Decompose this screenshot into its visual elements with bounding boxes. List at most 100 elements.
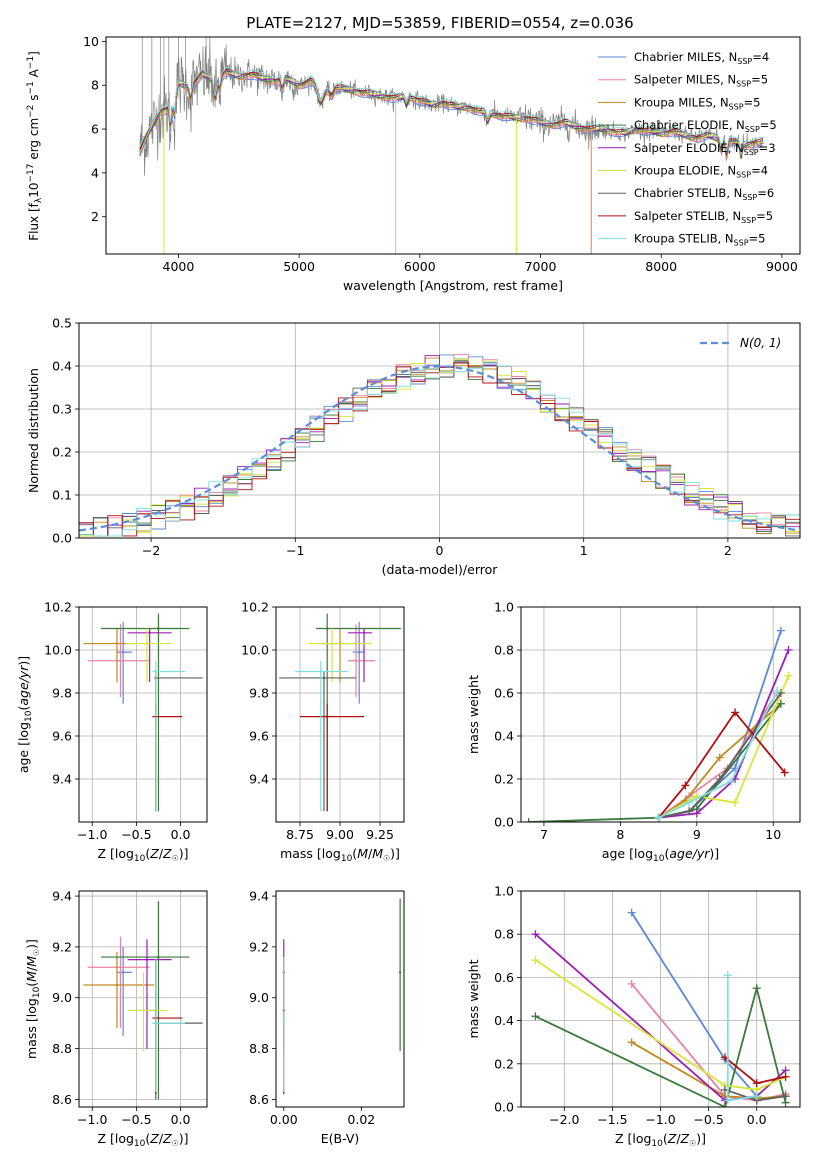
age_vs_Z-axes: −1.0 −0.5 0.0 9.4 9.6 9.8 10.0 10.2 Z [log10(Z/Z… <box>16 600 208 864</box>
age_vs_mass-point <box>358 650 361 654</box>
mass_vs_EBV-xtick-label: 0.00 <box>270 1112 298 1127</box>
massweight_vs_Z-ytick-label: 0.4 <box>494 1013 514 1028</box>
residuals-xtick-label: 0 <box>436 543 444 558</box>
massweight_vs_age-xtick-label: 9 <box>693 827 701 842</box>
legend-label: Salpeter STELIB, NSSP=5 <box>634 209 773 225</box>
age_vs_mass-ytick-label: 9.8 <box>249 686 269 701</box>
mass_vs_EBV-xtick-label: 0.02 <box>347 1112 375 1127</box>
mass_vs_EBV-ytick-label: 9.4 <box>249 889 269 904</box>
massweight_vs_age-ylabel: mass weight <box>466 675 481 754</box>
massweight_vs_age-series-marker <box>727 777 736 786</box>
massweight_vs_Z-ytick-label: 0.8 <box>494 927 514 942</box>
massweight_vs_age-series-marker <box>715 753 724 762</box>
massweight_vs_age-axes: 7 8 9 10 0.0 0.2 0.4 0.6 0.8 1.0 age [log10(age/yr… <box>466 600 801 864</box>
residuals-ytick-label: 0.5 <box>52 316 72 331</box>
spectrum-xtick-label: 9000 <box>766 259 798 274</box>
spectrum-plot-area <box>139 37 764 254</box>
massweight_vs_age-series-marker <box>784 646 793 654</box>
massweight_vs_age-ytick-label: 1.0 <box>494 600 514 615</box>
massweight_vs_age-series-marker <box>685 807 694 816</box>
age_vs_mass-point <box>330 642 334 645</box>
spectrum-xlabel: wavelength [Angstrom, rest frame] <box>343 278 563 293</box>
mass_vs_Z-ytick-label: 8.8 <box>52 1041 72 1056</box>
legend-label: Kroupa STELIB, NSSP=5 <box>634 232 765 248</box>
age_vs_mass-ytick-label: 9.6 <box>249 729 269 744</box>
age_vs_Z-ylabel: age [log10(age/yr)] <box>16 656 34 773</box>
mass_vs_Z-point <box>157 955 160 959</box>
age_vs_mass-point <box>362 631 366 634</box>
mass_vs_Z-axes: −1.0 −0.5 0.0 8.6 8.8 9.0 9.2 9.4 Z [log10(Z/Z☉)… <box>24 889 208 1149</box>
residuals-xtick-label: 1 <box>580 543 588 558</box>
massweight_vs_Z-xtick-label: 0.0 <box>747 1112 767 1127</box>
spectrum-legend: Chabrier MILES, NSSP=4 Salpeter MILES, NS… <box>598 50 777 248</box>
residual-histogram <box>79 363 800 537</box>
massweight_vs_age-series-marker <box>784 671 793 680</box>
residuals-ytick-label: 0.4 <box>52 359 72 374</box>
massweight_vs_Z-ytick-label: 1.0 <box>494 884 514 899</box>
massweight_vs_Z-series-line <box>534 959 786 1091</box>
residuals-ytick-label: 0.1 <box>52 488 72 503</box>
massweight_vs_Z-series-marker <box>781 1092 790 1101</box>
age_vs_Z-xtick-label: −0.5 <box>121 827 151 842</box>
massweight_vs_Z-xtick-label: −1.0 <box>645 1112 675 1127</box>
axes-frame <box>105 36 801 255</box>
mass_vs_EBV-xlabel: E(B-V) <box>321 1131 360 1146</box>
massweight_vs_age-series-marker <box>524 818 533 822</box>
residuals-xtick-label: −2 <box>142 543 160 558</box>
massweight_vs_age-series-marker <box>715 775 724 783</box>
spectrum-xtick-label: 8000 <box>645 259 677 274</box>
massweight_vs_Z-series-marker <box>752 1079 761 1088</box>
massweight_vs_age-series-marker <box>776 699 785 708</box>
age_vs_mass-ytick-label: 9.4 <box>249 772 269 787</box>
massweight_vs_Z-series-marker <box>627 979 636 988</box>
legend-label: Kroupa ELODIE, NSSP=4 <box>634 164 768 180</box>
spectrum-axes: 4000 5000 6000 7000 8000 9000 2 4 6 8 10 wavelength… <box>83 34 801 293</box>
mass_vs_Z-ylabel: mass [log10(M/M☉)] <box>24 939 42 1059</box>
residual-histogram <box>79 355 800 537</box>
massweight_vs_Z-series-marker <box>752 984 761 993</box>
legend-label: Kroupa MILES, NSSP=5 <box>634 95 760 111</box>
massweight_vs_age-xlabel: age [log10(age/yr)] <box>602 846 719 864</box>
axes-frame <box>275 890 405 1108</box>
massweight_vs_Z-ylabel: mass weight <box>466 959 481 1038</box>
legend-label: Chabrier STELIB, NSSP=6 <box>634 186 774 202</box>
mass_vs_Z-xtick-label: 0.0 <box>171 1112 191 1127</box>
massweight_vs_Z-ytick-label: 0.0 <box>494 1100 514 1115</box>
spectrum-model-line <box>139 66 763 154</box>
mass_vs_EBV-ytick-label: 8.6 <box>249 1092 269 1107</box>
mass_vs_EBV-axes: 0.00 0.02 8.6 8.8 9.0 9.2 9.4 E(B-V) <box>249 889 405 1146</box>
age_vs_Z-ytick-label: 10.0 <box>44 643 72 658</box>
age_vs_mass-xtick-label: 9.25 <box>366 827 394 842</box>
mass_vs_Z-ytick-label: 8.6 <box>52 1092 72 1107</box>
massweight_vs_Z-axes: −2.0 −1.5 −1.0 −0.5 0.0 0.0 0.2 0.4 0.6 0.8 1.0 Z [… <box>466 884 801 1149</box>
massweight_vs_Z-xtick-label: −1.5 <box>597 1112 627 1127</box>
age_vs_Z-point <box>157 627 160 630</box>
spectrum-xtick-label: 6000 <box>404 259 436 274</box>
massweight_vs_Z-series-marker <box>531 930 540 939</box>
age_vs_Z-plot-area <box>83 613 203 812</box>
legend-label: Chabrier MILES, NSSP=4 <box>634 50 769 66</box>
massweight_vs_Z-series-marker <box>781 1072 790 1081</box>
massweight_vs_age-ytick-label: 0.0 <box>494 815 514 830</box>
massweight_vs_Z-plot-area <box>531 908 790 1107</box>
mass_vs_EBV-point <box>282 1021 285 1025</box>
mass_vs_EBV-ytick-label: 9.2 <box>249 939 269 954</box>
age_vs_mass-point <box>354 659 358 662</box>
massweight_vs_age-series-line <box>658 649 790 819</box>
massweight_vs_Z-xtick-label: −2.0 <box>549 1112 579 1127</box>
age_vs_Z-xlabel: Z [log10(Z/Z☉)] <box>97 846 188 864</box>
mass_vs_Z-xtick-label: −1.0 <box>77 1112 107 1127</box>
massweight_vs_age-series-marker <box>681 781 690 790</box>
mass_vs_EBV-ytick-label: 8.8 <box>249 1041 269 1056</box>
massweight_vs_Z-xlabel: Z [log10(Z/Z☉)] <box>615 1131 706 1149</box>
massweight_vs_age-xtick-label: 7 <box>540 827 548 842</box>
age_vs_Z-xtick-label: −1.0 <box>77 827 107 842</box>
spectrum-ytick-label: 10 <box>83 34 99 49</box>
figure-title: PLATE=2127, MJD=53859, FIBERID=0554, z=0… <box>246 14 633 32</box>
mass_vs_Z-point <box>121 971 125 974</box>
mass_vs_Z-plot-area <box>83 901 203 1100</box>
massweight_vs_age-series-marker <box>780 768 789 777</box>
massweight_vs_Z-xtick-label: −0.5 <box>693 1112 723 1127</box>
normal-curve <box>79 365 798 532</box>
mass_vs_Z-xtick-label: −0.5 <box>121 1112 151 1127</box>
